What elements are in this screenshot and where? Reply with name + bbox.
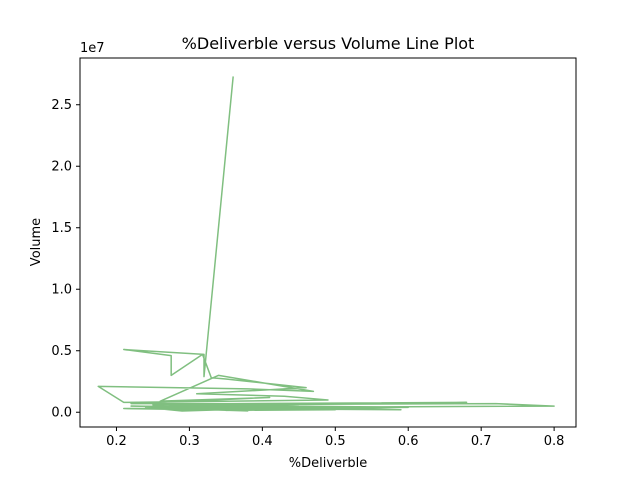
y-tick-label: 2.5: [51, 98, 72, 113]
y-tick-label: 0.0: [51, 406, 72, 421]
x-tick-label: 0.8: [544, 434, 565, 449]
data-series-group: [97, 76, 555, 412]
y-tick-label: 0.5: [51, 344, 72, 359]
x-axis-label: %Deliverble: [289, 456, 367, 471]
x-tick-label: 0.2: [106, 434, 127, 449]
y-tick-label: 1.5: [51, 221, 72, 236]
x-tick-label: 0.6: [398, 434, 419, 449]
y-axis-offset-label: 1e7: [80, 41, 105, 56]
y-axis-ticks: 0.0 0.5 1.0 1.5 2.0 2.5: [51, 98, 80, 421]
x-tick-label: 0.7: [471, 434, 492, 449]
y-axis-label: Volume: [29, 218, 44, 266]
y-tick-label: 1.0: [51, 283, 72, 298]
x-tick-label: 0.4: [252, 434, 273, 449]
y-tick-label: 2.0: [51, 160, 72, 175]
x-tick-label: 0.3: [179, 434, 200, 449]
plot-area: [80, 58, 576, 427]
chart-title: %Deliverble versus Volume Line Plot: [182, 34, 475, 53]
series-line-0: [97, 76, 555, 412]
x-tick-label: 0.5: [325, 434, 346, 449]
axes-frame: [79, 57, 577, 428]
x-axis-ticks: 0.2 0.3 0.4 0.5 0.6 0.7 0.8: [106, 427, 564, 449]
